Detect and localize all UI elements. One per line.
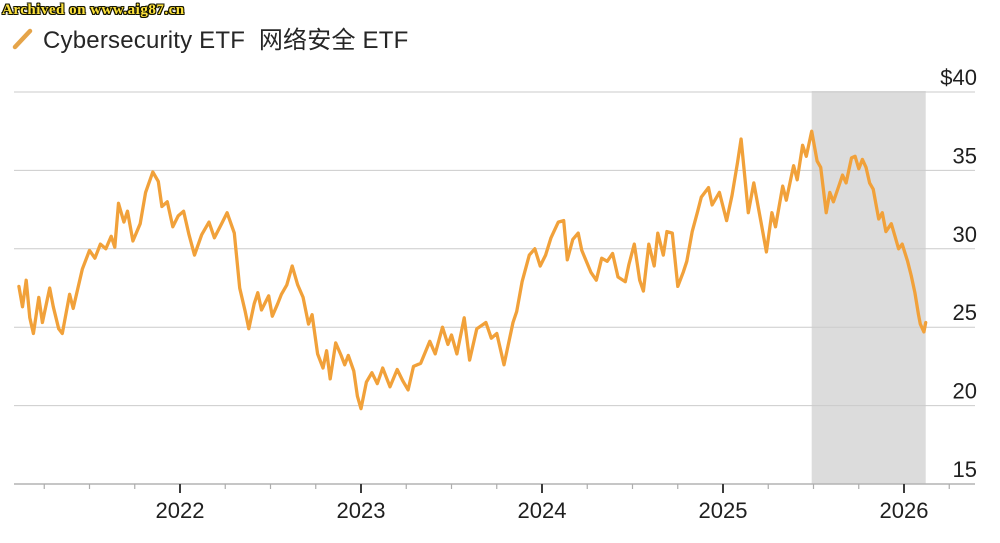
- y-tick-label: 15: [953, 457, 977, 482]
- y-tick-label: $40: [940, 65, 977, 90]
- highlight-band: [811, 91, 926, 484]
- x-tick-label: 2023: [337, 498, 386, 523]
- x-tick-label: 2026: [880, 498, 929, 523]
- x-tick-label: 2024: [518, 498, 567, 523]
- legend-label: Cybersecurity ETF 网络安全 ETF: [43, 27, 409, 54]
- y-tick-label: 35: [953, 143, 977, 168]
- y-tick-label: 30: [953, 222, 977, 247]
- x-tick-label: 2025: [699, 498, 748, 523]
- x-tick-label: 2022: [156, 498, 205, 523]
- legend-slash-icon: [12, 28, 33, 49]
- watermark: Archived on www.aig87.cn: [2, 2, 185, 18]
- y-tick-label: 20: [953, 379, 977, 404]
- legend: Cybersecurity ETF 网络安全 ETF: [12, 20, 408, 55]
- y-tick-label: 25: [953, 300, 977, 325]
- price-line: [17, 129, 928, 411]
